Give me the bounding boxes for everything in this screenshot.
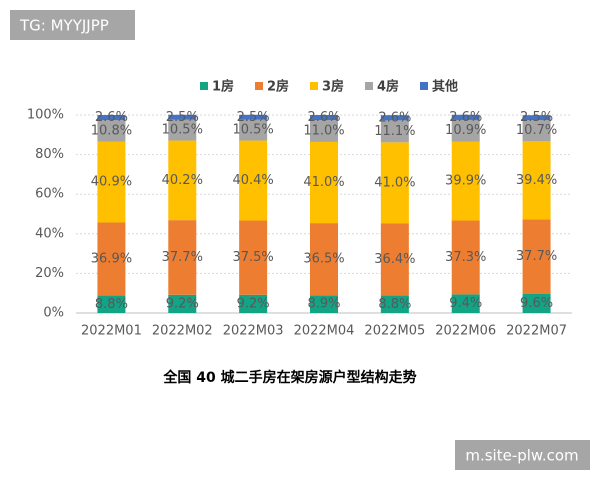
x-tick-label: 2022M04: [294, 324, 355, 339]
x-tick-label: 2022M07: [506, 324, 567, 339]
data-label: 40.4%: [232, 173, 273, 188]
bar-segment: [239, 140, 268, 221]
legend-label: 1房: [212, 79, 234, 95]
data-label: 40.2%: [162, 173, 203, 188]
data-label: 9.2%: [166, 296, 199, 311]
bar-segment: [310, 295, 338, 313]
data-label: 9.2%: [237, 296, 270, 311]
data-label: 36.4%: [374, 252, 415, 267]
data-label: 8.9%: [307, 297, 340, 312]
data-label: 2.6%: [95, 110, 128, 125]
data-label: 2.6%: [378, 110, 411, 125]
bar-segment: [380, 142, 409, 224]
data-label: 10.9%: [445, 123, 486, 138]
bar-segment: [239, 114, 268, 120]
bar-segment: [451, 294, 480, 313]
bar-segment: [380, 120, 409, 143]
data-label: 36.5%: [303, 252, 344, 267]
bar-segment: [97, 141, 126, 223]
bar-segment: [310, 120, 338, 142]
data-label: 2.5%: [520, 110, 553, 125]
bar-segment: [522, 141, 551, 220]
data-label: 37.7%: [516, 249, 557, 264]
bar-segment: [522, 120, 551, 142]
data-label: 10.7%: [516, 123, 557, 138]
bar-segment: [168, 294, 197, 313]
bar-segment: [97, 222, 126, 296]
data-label: 9.4%: [449, 296, 482, 311]
bar-segment: [310, 223, 338, 296]
data-label: 9.6%: [520, 296, 553, 311]
x-tick-label: 2022M06: [435, 324, 496, 339]
data-label: 37.5%: [232, 250, 273, 265]
bar-segment: [451, 141, 480, 221]
data-label: 8.8%: [95, 297, 128, 312]
bar-segment: [239, 119, 268, 141]
bar-segment: [522, 219, 551, 294]
y-tick-label: 80%: [35, 147, 64, 162]
data-label: 41.0%: [374, 175, 415, 190]
data-label: 10.5%: [232, 123, 273, 138]
bar-segment: [97, 120, 126, 142]
y-tick-label: 0%: [43, 306, 64, 321]
bar-segment: [380, 295, 409, 313]
legend-swatch: [365, 82, 373, 90]
y-tick-label: 60%: [35, 187, 64, 202]
y-tick-label: 100%: [27, 108, 64, 123]
bar-segment: [451, 220, 480, 295]
data-label: 2.5%: [237, 110, 270, 125]
data-label: 8.8%: [378, 297, 411, 312]
bar-segment: [310, 115, 338, 121]
chart-title: 全国 40 城二手房在架房源户型结构走势: [162, 369, 416, 386]
data-label: 2.6%: [307, 110, 340, 125]
legend-swatch: [310, 82, 318, 90]
data-label: 11.1%: [374, 124, 415, 139]
data-label: 11.0%: [303, 124, 344, 139]
y-tick-label: 40%: [35, 226, 64, 241]
legend-label: 其他: [432, 79, 458, 95]
data-label: 41.0%: [303, 175, 344, 190]
data-label: 37.7%: [162, 250, 203, 265]
legend-swatch: [200, 82, 208, 90]
bar-segment: [168, 114, 197, 120]
watermark: m.site-plw.com: [465, 447, 578, 465]
x-tick-label: 2022M05: [364, 324, 425, 339]
legend-swatch: [420, 82, 428, 90]
watermark-box: [10, 10, 135, 40]
bar-segment: [522, 293, 551, 313]
bar-segment: [168, 140, 197, 221]
bar-segment: [168, 220, 197, 295]
data-label: 39.4%: [516, 173, 557, 188]
data-label: 10.8%: [91, 123, 132, 138]
data-label: 39.9%: [445, 174, 486, 189]
watermark-box: [455, 440, 590, 470]
data-label: 40.9%: [91, 175, 132, 190]
bar-segment: [522, 115, 551, 121]
bar-segment: [451, 119, 480, 142]
legend-label: 2房: [267, 79, 289, 95]
data-label: 2.6%: [449, 110, 482, 125]
bar-segment: [451, 114, 480, 120]
legend-swatch: [255, 82, 263, 90]
data-label: 2.5%: [166, 110, 199, 125]
bar-segment: [168, 119, 197, 141]
data-label: 10.5%: [162, 123, 203, 138]
bar-segment: [97, 295, 126, 313]
bar-segment: [97, 115, 126, 121]
bar-segment: [380, 223, 409, 296]
legend-label: 3房: [322, 79, 344, 95]
bar-segment: [310, 141, 338, 224]
watermark: TG: MYYJJPP: [19, 17, 109, 35]
x-tick-label: 2022M02: [152, 324, 213, 339]
x-tick-label: 2022M03: [223, 324, 284, 339]
legend-label: 4房: [377, 79, 399, 95]
x-tick-label: 2022M01: [81, 324, 142, 339]
bar-segment: [239, 294, 268, 313]
bar-segment: [239, 220, 268, 295]
data-label: 36.9%: [91, 252, 132, 267]
bar-segment: [380, 115, 409, 121]
y-tick-label: 20%: [35, 266, 64, 281]
data-label: 37.3%: [445, 250, 486, 265]
